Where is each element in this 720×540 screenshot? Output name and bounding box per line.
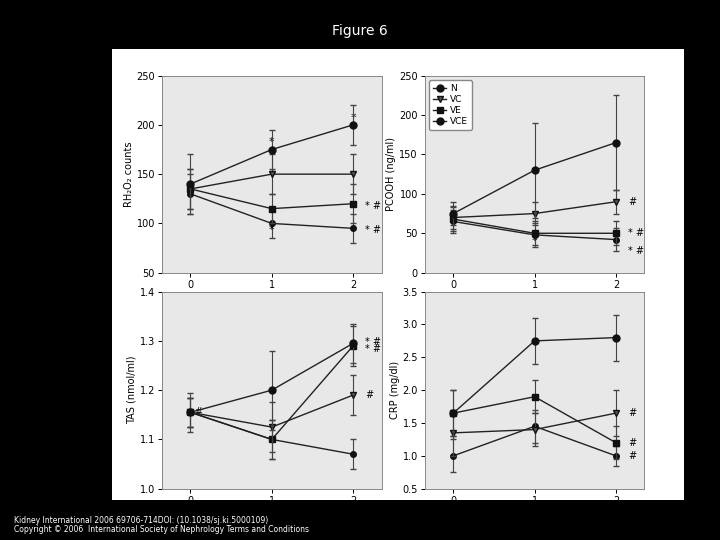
Text: #: # xyxy=(628,438,636,448)
Text: * #: * # xyxy=(365,201,382,211)
Text: * #: * # xyxy=(628,228,644,238)
Text: *: * xyxy=(269,225,274,235)
Text: #: # xyxy=(365,390,374,400)
X-axis label: Month: Month xyxy=(252,511,292,521)
Text: #: # xyxy=(194,407,202,417)
Text: *: * xyxy=(351,113,356,123)
Text: #: # xyxy=(628,197,636,207)
Text: *: * xyxy=(269,137,274,146)
Text: Kidney International 2006 69706-714DOI: (10.1038/sj.ki.5000109): Kidney International 2006 69706-714DOI: … xyxy=(14,516,269,525)
Legend: N, VC, VE, VCE: N, VC, VE, VCE xyxy=(429,80,472,130)
Text: * #: * # xyxy=(365,337,382,347)
Y-axis label: RH₂O₂ counts: RH₂O₂ counts xyxy=(124,141,134,207)
X-axis label: Month: Month xyxy=(515,511,554,521)
Text: Copyright © 2006  International Society of Nephrology Terms and Conditions: Copyright © 2006 International Society o… xyxy=(14,525,310,534)
Y-axis label: PCOOH (ng/ml): PCOOH (ng/ml) xyxy=(387,137,397,211)
Text: #: # xyxy=(628,408,636,418)
Y-axis label: CRP (mg/dl): CRP (mg/dl) xyxy=(390,361,400,419)
Text: * #: * # xyxy=(365,225,382,235)
Text: * #: * # xyxy=(628,246,644,255)
Text: #: # xyxy=(628,451,636,461)
Y-axis label: TAS (nmol/ml): TAS (nmol/ml) xyxy=(127,356,137,424)
Text: Figure 6: Figure 6 xyxy=(332,24,388,38)
Text: *: * xyxy=(532,235,537,246)
Text: * #: * # xyxy=(365,345,382,354)
